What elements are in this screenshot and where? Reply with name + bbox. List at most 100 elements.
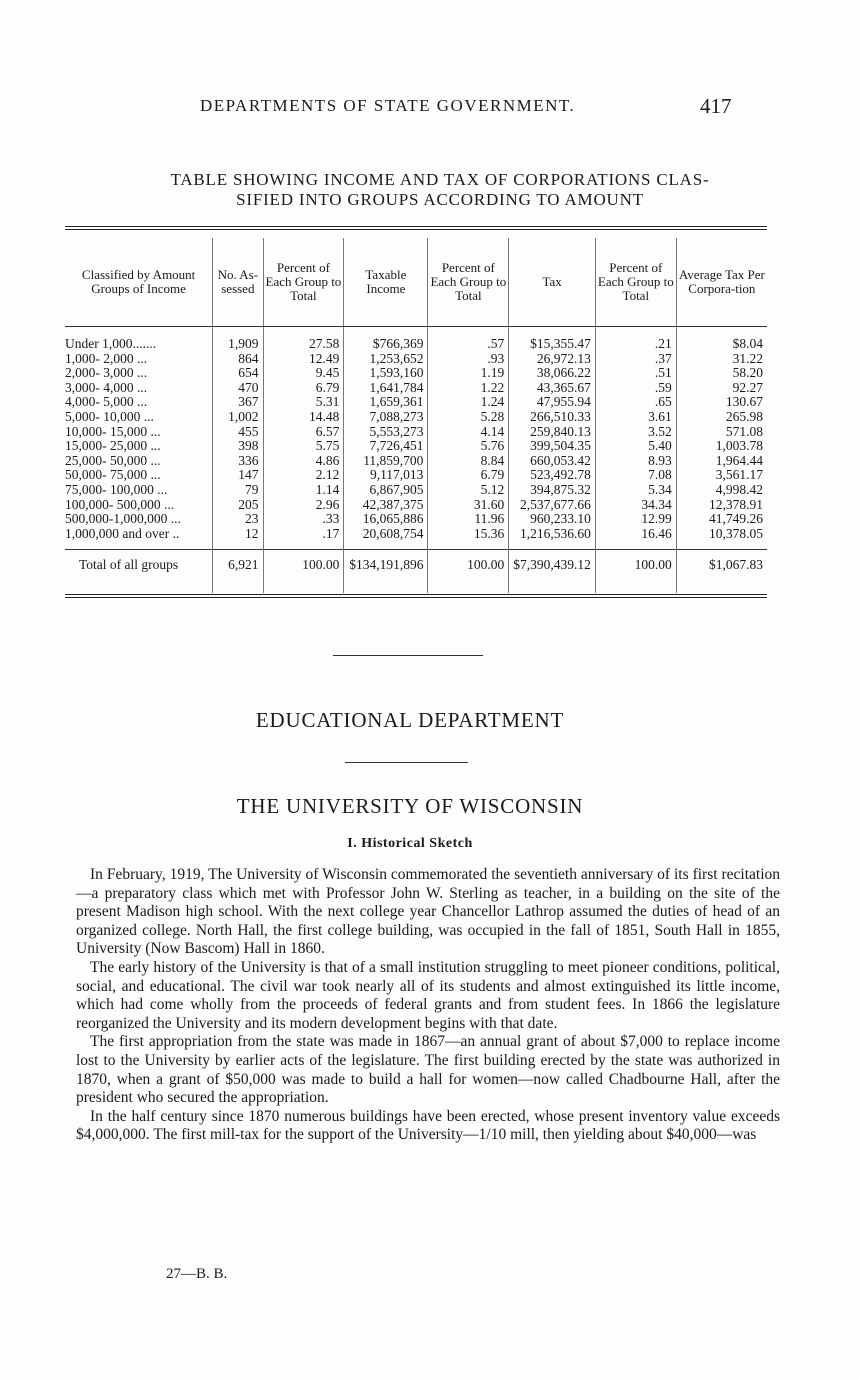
table-cell: 130.67 [675, 395, 767, 410]
table-cell: 38,066.22 [508, 366, 596, 381]
table-cell: .21 [594, 326, 677, 352]
table-cell: 7,726,451 [343, 439, 428, 454]
table-cell: 500,000-1,000,000 ... [65, 511, 181, 527]
table-cell: 5.34 [594, 482, 677, 498]
column-header: Percent of Each Group to Total [427, 238, 509, 327]
table-cell: 2.96 [262, 497, 344, 513]
total-cell: 100.00 [262, 549, 344, 593]
table-cell: 147 [212, 468, 263, 483]
table-cell: 31.60 [427, 497, 509, 513]
table-cell: 75,000- 100,000 ... [65, 481, 168, 497]
table-cell: 571.08 [675, 424, 767, 440]
table-cell: 26,972.13 [508, 351, 596, 367]
table-cell: 5.40 [594, 439, 677, 454]
divider [333, 655, 483, 656]
table-cell: 1,000- 2,000 ... [65, 350, 148, 366]
table-bottom-rule [65, 594, 767, 598]
table-cell: 399,504.35 [508, 439, 596, 454]
total-cell: Total of all groups [65, 549, 213, 593]
table-cell: 7,088,273 [343, 409, 428, 425]
total-cell: 100.00 [427, 549, 509, 593]
table-cell: 12 [212, 526, 263, 550]
table-cell: 34.34 [594, 497, 677, 513]
table-cell: 1,593,160 [343, 366, 428, 381]
table-cell: 12.49 [262, 351, 344, 367]
table-cell: 12,378.91 [675, 497, 767, 513]
running-title: DEPARTMENTS OF STATE GOVERNMENT. [200, 96, 576, 115]
table-cell: 14.48 [262, 409, 344, 425]
table-cell: Under 1,000....... [65, 336, 157, 351]
table-cell: 1.14 [262, 482, 344, 498]
table-cell: 6.57 [262, 424, 344, 440]
table-cell: 1.22 [427, 380, 509, 396]
table-cell: 1,216,536.60 [508, 526, 596, 550]
table-cell: 5.28 [427, 409, 509, 425]
table-cell: 47,955.94 [508, 395, 596, 410]
table-row: 10,000- 15,000 ... 455 6.57 5,553,273 4.14 25… [65, 424, 767, 440]
table-cell: 1.24 [427, 395, 509, 410]
divider [345, 762, 468, 763]
table-row: Under 1,000....... 1,909 27.58 $766,369.57 $… [65, 326, 767, 352]
table-cell: 3,000- 4,000 ... [65, 379, 148, 395]
table-cell: 4,998.42 [675, 482, 767, 498]
total-cell: $7,390,439.12 [508, 549, 596, 593]
table-row: 25,000- 50,000 ... 336 4.86 11,859,700 8.84 6… [65, 453, 767, 469]
table-row: 50,000- 75,000 ... 147 2.12 9,117,013 6.79 52… [65, 468, 767, 483]
table-cell: 11.96 [427, 512, 509, 527]
total-cell: 6,921 [212, 549, 263, 593]
table-cell: .59 [594, 380, 677, 396]
table-cell: 8.84 [427, 453, 509, 469]
table-row: 5,000- 10,000 ... 1,002 14.48 7,088,273 5.28… [65, 409, 767, 425]
signature-mark: 27—B. B. [166, 1266, 228, 1282]
column-header: Percent of Each Group to Total [262, 238, 344, 327]
table-cell: 6.79 [427, 468, 509, 483]
subsection-title: THE UNIVERSITY OF WISCONSIN [236, 794, 584, 818]
column-header: Taxable Income [343, 238, 428, 327]
table-cell: 15.36 [427, 526, 509, 550]
table-cell: 4.14 [427, 424, 509, 440]
table-cell: 79 [212, 482, 263, 498]
table-cell: 470 [212, 380, 263, 396]
table-cell: 265.98 [675, 409, 767, 425]
table-cell: .57 [427, 326, 509, 352]
paragraph: In the half century since 1870 numerous … [76, 1107, 780, 1144]
table-row: 1,000- 2,000 ... 864 12.49 1,253,652.93 26,9… [65, 350, 767, 367]
table-cell: 27.58 [262, 326, 344, 352]
table-cell: 5.75 [262, 439, 344, 454]
table-cell: .17 [262, 526, 344, 550]
table-cell: 7.08 [594, 468, 677, 483]
total-row: Total of all groups 6,921 100.00 $134,191,8… [65, 549, 767, 593]
table-cell: 3,561.17 [675, 468, 767, 483]
table-cell: $766,369 [343, 326, 428, 352]
column-header: Tax [508, 238, 596, 327]
table-cell: 660,053.42 [508, 453, 596, 469]
total-cell: $1,067.83 [675, 549, 767, 593]
table-cell: 10,378.05 [675, 526, 767, 550]
table-cell: 5.31 [262, 395, 344, 410]
table-cell: .37 [594, 351, 677, 367]
income-tax-table: Classified by Amount Groups of Income No.… [65, 238, 767, 593]
table-cell: 16.46 [594, 526, 677, 550]
table-cell: 1,909 [212, 326, 263, 352]
table-cell: 50,000- 75,000 ... [65, 467, 161, 483]
table-cell: 3.61 [594, 409, 677, 425]
table-cell: .93 [427, 351, 509, 367]
column-header: Percent of Each Group to Total [594, 238, 677, 327]
table-cell: 1,002 [212, 409, 263, 425]
column-header: No. As-sessed [212, 238, 263, 327]
table-cell: 2,537,677.66 [508, 497, 596, 513]
table-cell: 3.52 [594, 424, 677, 440]
paragraph: In February, 1919, The University of Wis… [76, 866, 780, 958]
table-cell: 1,003.78 [675, 439, 767, 454]
table-cell: 16,065,886 [343, 512, 428, 527]
table-cell: 1,641,784 [343, 380, 428, 396]
table-cell: 58.20 [675, 366, 767, 381]
table-cell: .33 [262, 512, 344, 527]
paragraph: The early history of the University is t… [76, 958, 780, 1032]
table-cell: 5.12 [427, 482, 509, 498]
table-cell: $8.04 [675, 326, 767, 352]
table-cell: 9.45 [262, 366, 344, 381]
table-cell: 654 [212, 366, 263, 381]
table-cell: 4.86 [262, 453, 344, 469]
section-title: EDUCATIONAL DEPARTMENT [255, 708, 565, 732]
